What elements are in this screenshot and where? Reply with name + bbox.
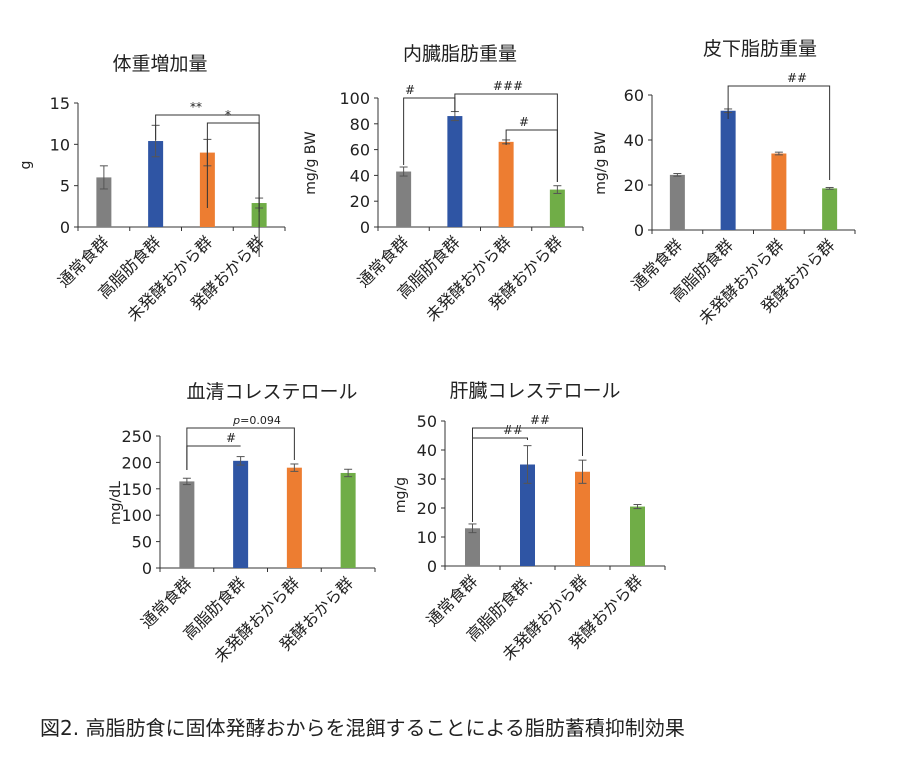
- y-tick-label: 10: [417, 528, 437, 547]
- y-axis-label: mg/g: [393, 477, 409, 513]
- y-tick-label: 50: [132, 533, 152, 552]
- bar: [465, 528, 480, 566]
- y-tick-label: 40: [624, 131, 644, 150]
- chart-title: 肝臓コレステロール: [449, 380, 620, 402]
- bar: [396, 171, 412, 227]
- y-axis-label: g: [18, 161, 34, 170]
- significance-label: **: [190, 100, 202, 114]
- significance-label: ##: [530, 413, 550, 427]
- bar: [822, 188, 838, 230]
- bar: [148, 141, 164, 227]
- chart-title: 血清コレステロール: [186, 381, 357, 403]
- bar: [669, 174, 685, 230]
- significance-bracket: [206, 122, 260, 257]
- significance-label: *: [225, 108, 231, 122]
- bar: [549, 189, 565, 227]
- significance-label: ##: [503, 423, 523, 437]
- y-tick-label: 20: [350, 192, 370, 211]
- y-tick-label: 10: [50, 135, 70, 154]
- significance-bracket: [186, 427, 295, 470]
- bar: [498, 141, 514, 227]
- y-tick-label: 0: [634, 221, 644, 240]
- y-tick-label: 0: [60, 218, 70, 237]
- y-tick-label: 20: [624, 176, 644, 195]
- y-axis-label: mg/g BW: [303, 131, 319, 195]
- chart-title: 体重増加量: [112, 53, 207, 75]
- bar: [630, 506, 645, 566]
- y-tick-label: 80: [350, 115, 370, 134]
- y-tick-label: 30: [417, 470, 437, 489]
- y-tick-label: 200: [121, 453, 152, 472]
- significance-bracket: [472, 427, 583, 522]
- bar: [520, 464, 535, 566]
- y-tick-label: 250: [121, 427, 152, 446]
- bar: [720, 110, 736, 230]
- bar: [575, 471, 590, 566]
- bar: [286, 467, 302, 568]
- chart-title: 皮下脂肪重量: [703, 38, 817, 60]
- y-tick-label: 20: [417, 499, 437, 518]
- y-tick-label: 40: [350, 166, 370, 185]
- significance-label: ###: [493, 79, 523, 93]
- bar: [771, 153, 787, 230]
- significance-bracket: [186, 445, 241, 470]
- bar: [340, 472, 356, 568]
- significance-label: ##: [787, 71, 807, 85]
- significance-label: p=0.094: [232, 414, 281, 427]
- y-tick-label: 100: [121, 506, 152, 525]
- y-tick-label: 50: [417, 412, 437, 431]
- y-axis-label: mg/g BW: [593, 131, 609, 195]
- y-tick-label: 100: [339, 89, 370, 108]
- y-tick-label: 0: [360, 218, 370, 237]
- y-tick-label: 0: [142, 559, 152, 578]
- significance-label: #: [519, 115, 529, 129]
- y-tick-label: 150: [121, 480, 152, 499]
- y-tick-label: 0: [427, 557, 437, 576]
- bar: [96, 177, 112, 227]
- significance-bracket: [505, 129, 558, 182]
- y-tick-label: 60: [350, 141, 370, 160]
- chart-4: 血清コレステロールmg/dL050100150200250通常食群高脂肪食群未発…: [108, 381, 376, 666]
- significance-bracket: [403, 97, 456, 165]
- significance-label: #: [226, 431, 236, 445]
- significance-bracket: [727, 85, 831, 180]
- y-tick-label: 40: [417, 441, 437, 460]
- significance-label: #: [405, 83, 415, 97]
- chart-5: 肝臓コレステロールmg/g01020304050通常食群高脂肪食群.未発酵おから…: [393, 380, 666, 664]
- bar: [233, 460, 249, 568]
- bar: [179, 481, 195, 568]
- bar: [447, 116, 463, 227]
- figure-caption: 図2. 高脂肪食に固体発酵おからを混餌することによる脂肪蓄積抑制効果: [40, 716, 685, 740]
- chart-title: 内臓脂肪重量: [403, 43, 517, 65]
- y-tick-label: 60: [624, 86, 644, 105]
- y-tick-label: 5: [60, 177, 70, 196]
- y-axis-label: mg/dL: [108, 481, 124, 525]
- significance-bracket: [472, 437, 528, 522]
- y-tick-label: 15: [50, 94, 70, 113]
